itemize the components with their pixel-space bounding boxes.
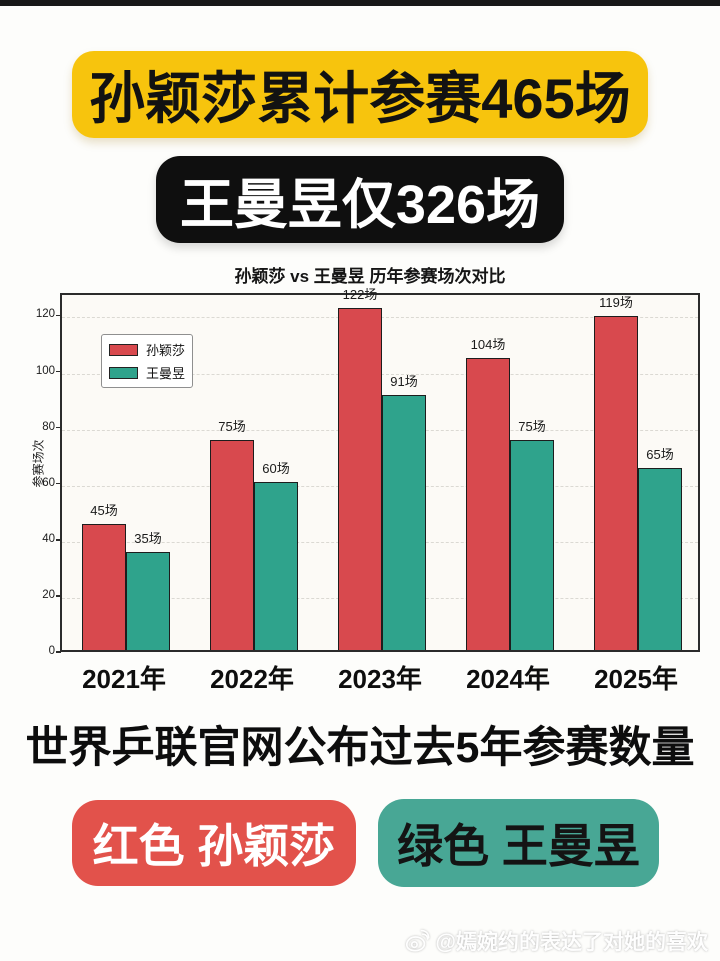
bar-value-label: 65场 — [646, 446, 674, 462]
bar-王曼昱-2023年 — [382, 394, 426, 650]
y-tick-label: 120 — [35, 308, 55, 321]
bar-value-label: 122场 — [342, 286, 378, 302]
headline-banner-sun-total: 孙颖莎累计参赛465场 — [72, 51, 648, 138]
y-tick-label: 0 — [48, 645, 55, 657]
legend-badge-red-sun-text: 红色 孙颖莎 — [92, 820, 336, 872]
y-tick-label: 80 — [42, 420, 55, 433]
y-tick-label: 100 — [35, 364, 55, 377]
bar-value-label: 60场 — [262, 460, 290, 476]
bar-value-label: 104场 — [470, 337, 506, 353]
bar-value-label: 119场 — [599, 295, 633, 311]
bar-王曼昱-2022年 — [254, 481, 298, 650]
chart-title: 孙颖莎 vs 王曼昱 历年参赛场次对比 — [234, 267, 506, 286]
bar-王曼昱-2021年 — [126, 551, 170, 650]
y-tick-mark — [56, 426, 61, 429]
bar-王曼昱-2024年 — [510, 439, 554, 650]
bar-孙颖莎-2023年 — [338, 307, 382, 650]
x-tick-label: 2023年 — [338, 664, 422, 694]
bar-value-label: 91场 — [390, 373, 418, 389]
y-tick-mark — [56, 595, 61, 597]
y-tick-label: 60 — [42, 476, 55, 489]
y-axis-label: 参赛场次 — [31, 439, 46, 488]
plot-area: 孙颖莎王曼昱 45场 35场 75场 60场 122场 91场 104场 75场 119场 65场 — [60, 287, 700, 652]
y-tick-mark — [56, 370, 61, 373]
chart-legend: 孙颖莎 王曼昱 — [101, 334, 193, 388]
legend-badge-red-sun: 红色 孙颖莎 — [72, 800, 356, 886]
legend-swatch — [109, 343, 138, 356]
y-tick-mark — [56, 651, 61, 653]
bar-value-label: 75场 — [518, 418, 546, 434]
weibo-icon — [405, 929, 430, 952]
headline-banner-wang-total-text: 王曼昱仅326场 — [179, 175, 541, 235]
weibo-watermark: @嫣婉约的表达了对她的喜欢 — [405, 926, 708, 956]
headline-banner-sun-total-text: 孙颖莎累计参赛465场 — [89, 67, 631, 130]
bar-value-label: 75场 — [218, 418, 246, 434]
y-tick-label: 40 — [42, 532, 55, 545]
legend-item-label: 王曼昱 — [146, 366, 186, 381]
bar-value-label: 45场 — [90, 502, 118, 518]
legend-swatch — [109, 366, 138, 379]
y-tick-mark — [56, 314, 61, 317]
y-tick-label: 20 — [42, 588, 55, 601]
headline-banner-wang-total: 王曼昱仅326场 — [156, 156, 564, 243]
bar-chart: 孙颖莎 vs 王曼昱 历年参赛场次对比 参赛场次 孙颖莎王曼昱 45场 35场 75… — [30, 260, 710, 694]
bar-孙颖莎-2021年 — [82, 523, 126, 650]
watermark-text: @嫣婉约的表达了对她的喜欢 — [435, 931, 708, 954]
x-tick-label: 2022年 — [210, 664, 294, 694]
bar-孙颖莎-2022年 — [210, 439, 254, 650]
legend-item: 孙颖莎 — [109, 340, 185, 359]
bar-王曼昱-2025年 — [638, 467, 682, 650]
bar-value-label: 35场 — [134, 530, 162, 546]
legend-item: 王曼昱 — [109, 363, 185, 382]
x-tick-label: 2024年 — [466, 664, 550, 694]
top-border-strip — [0, 0, 720, 6]
x-tick-label: 2025年 — [594, 664, 678, 694]
x-tick-label: 2021年 — [82, 664, 166, 694]
y-tick-mark — [56, 482, 61, 485]
legend-badge-green-wang-text: 绿色 王曼昱 — [397, 820, 640, 872]
legend-item-label: 孙颖莎 — [146, 343, 186, 358]
bar-孙颖莎-2025年 — [594, 316, 638, 650]
source-caption: 世界乒联官网公布过去5年参赛数量 — [25, 724, 695, 772]
y-tick-mark — [56, 539, 61, 541]
legend-badge-green-wang: 绿色 王曼昱 — [378, 799, 659, 887]
bar-孙颖莎-2024年 — [466, 358, 510, 650]
